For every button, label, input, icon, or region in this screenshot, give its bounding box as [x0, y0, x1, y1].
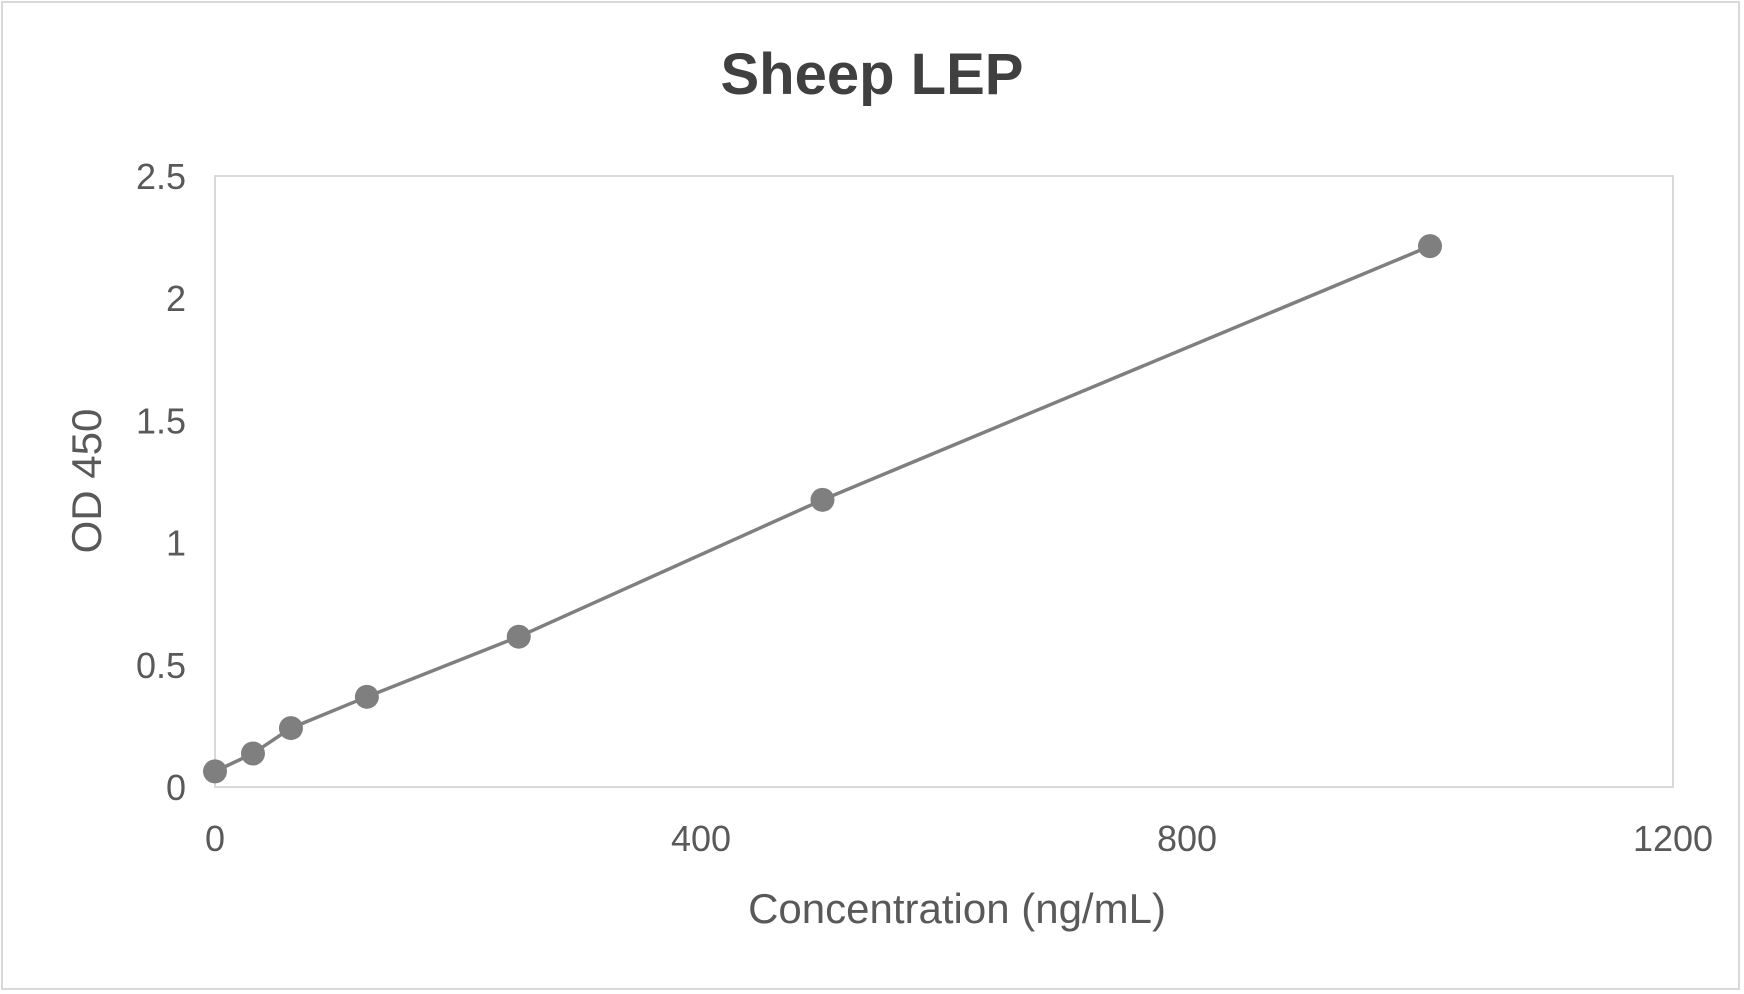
data-point [240, 741, 265, 766]
y-tick-label: 0 [166, 767, 186, 808]
data-point [506, 624, 531, 649]
y-tick-label: 2 [166, 278, 186, 319]
y-tick-label: 1.5 [136, 400, 186, 441]
y-tick-label: 1 [166, 523, 186, 564]
data-point [203, 759, 227, 784]
x-tick-label: 1200 [1633, 818, 1713, 859]
x-tick-label: 0 [205, 818, 225, 859]
chart-title: Sheep LEP [721, 42, 1024, 107]
x-axis-title: Concentration (ng/mL) [748, 885, 1166, 932]
x-tick-label: 400 [671, 818, 731, 859]
data-point [810, 487, 835, 512]
data-point [278, 716, 303, 741]
y-axis-title: OD 450 [63, 409, 110, 554]
y-tick-label: 0.5 [136, 645, 186, 686]
plot-area [214, 175, 1674, 788]
data-point [1418, 234, 1442, 259]
x-tick-label: 800 [1157, 818, 1217, 859]
y-tick-label: 2.5 [136, 156, 186, 197]
data-point [354, 684, 379, 709]
